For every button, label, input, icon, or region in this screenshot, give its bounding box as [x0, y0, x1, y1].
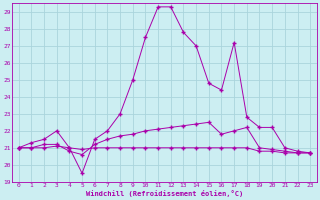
X-axis label: Windchill (Refroidissement éolien,°C): Windchill (Refroidissement éolien,°C) — [86, 190, 243, 197]
